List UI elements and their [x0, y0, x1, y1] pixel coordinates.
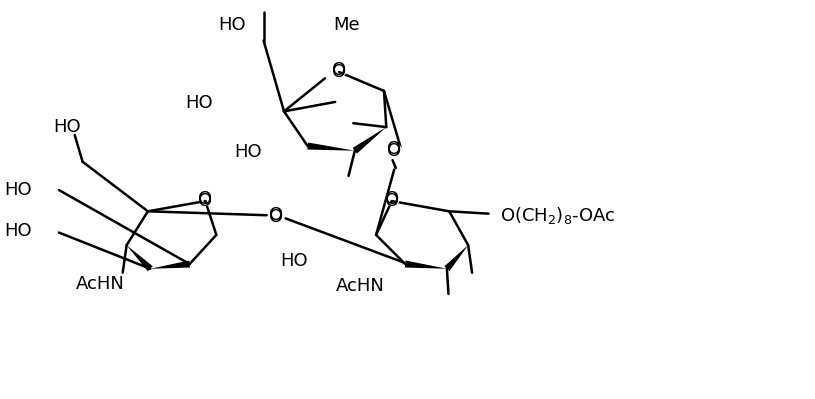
Text: O: O [386, 142, 402, 160]
Text: HO: HO [280, 252, 307, 270]
Text: HO: HO [235, 143, 262, 161]
Text: AcHN: AcHN [77, 275, 126, 294]
Text: O(CH$_2$)$_8$-OAc: O(CH$_2$)$_8$-OAc [500, 205, 615, 226]
Text: O: O [198, 190, 213, 209]
Text: O: O [198, 192, 213, 210]
Text: O: O [385, 192, 399, 210]
Text: HO: HO [53, 118, 81, 136]
Text: O: O [387, 140, 401, 158]
Text: HO: HO [5, 222, 33, 240]
Polygon shape [150, 261, 190, 269]
Text: HO: HO [5, 181, 33, 199]
Polygon shape [353, 127, 386, 154]
Polygon shape [405, 261, 447, 269]
Text: HO: HO [186, 95, 214, 113]
Text: O: O [332, 63, 346, 81]
Text: O: O [269, 206, 283, 224]
Text: O: O [387, 142, 401, 160]
Polygon shape [307, 142, 355, 151]
Text: O: O [269, 208, 283, 226]
Text: AcHN: AcHN [336, 277, 385, 295]
Polygon shape [126, 245, 152, 271]
Text: O: O [385, 190, 399, 209]
Polygon shape [444, 245, 468, 271]
Text: O: O [332, 61, 346, 79]
Text: Me: Me [333, 16, 359, 34]
Text: O: O [384, 192, 399, 210]
Text: O: O [332, 63, 346, 81]
Text: O: O [268, 208, 284, 226]
Text: O: O [198, 192, 213, 210]
Text: HO: HO [218, 16, 246, 34]
